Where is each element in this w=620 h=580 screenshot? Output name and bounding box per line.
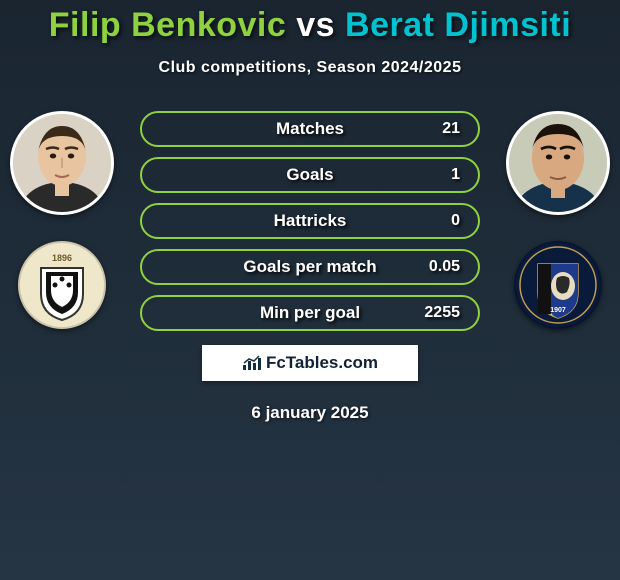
right-column: 1907	[500, 103, 620, 329]
brand-text: FcTables.com	[242, 353, 378, 373]
stat-label: Hattricks	[274, 211, 347, 231]
brand-label: FcTables.com	[266, 353, 378, 373]
stat-value: 21	[442, 120, 460, 138]
stat-label: Goals	[286, 165, 333, 185]
stat-value: 2255	[424, 304, 460, 322]
svg-text:1907: 1907	[550, 307, 566, 314]
stat-value: 0.05	[429, 258, 460, 276]
left-column: 1896	[0, 103, 120, 329]
player2-avatar	[506, 111, 610, 215]
chart-icon	[242, 355, 262, 371]
player1-name: Filip Benkovic	[49, 6, 287, 44]
title: Filip Benkovic vs Berat Djimsiti	[49, 6, 571, 45]
stat-pill: Min per goal 2255	[140, 295, 480, 331]
stat-label: Goals per match	[243, 257, 376, 277]
player1-avatar	[10, 111, 114, 215]
svg-text:1896: 1896	[52, 253, 72, 263]
stat-pill: Hattricks 0	[140, 203, 480, 239]
content-row: 1896 Matches 21 Goals 1 Hattricks 0 Goals per …	[0, 103, 620, 331]
comparison-card: Filip Benkovic vs Berat Djimsiti Club co…	[0, 0, 620, 580]
stat-label: Min per goal	[260, 303, 360, 323]
stat-pill: Goals 1	[140, 157, 480, 193]
stat-label: Matches	[276, 119, 344, 139]
vs-text: vs	[296, 6, 335, 44]
stats-column: Matches 21 Goals 1 Hattricks 0 Goals per match…	[120, 103, 500, 331]
subtitle: Club competitions, Season 2024/2025	[159, 59, 462, 77]
stat-value: 0	[451, 212, 460, 230]
stat-value: 1	[451, 166, 460, 184]
player1-crest: 1896	[18, 241, 106, 329]
stat-pill: Matches 21	[140, 111, 480, 147]
player2-crest: 1907	[514, 241, 602, 329]
stat-pill: Goals per match 0.05	[140, 249, 480, 285]
brand-box[interactable]: FcTables.com	[202, 345, 418, 381]
player2-name: Berat Djimsiti	[345, 6, 571, 44]
date-text: 6 january 2025	[251, 403, 368, 423]
